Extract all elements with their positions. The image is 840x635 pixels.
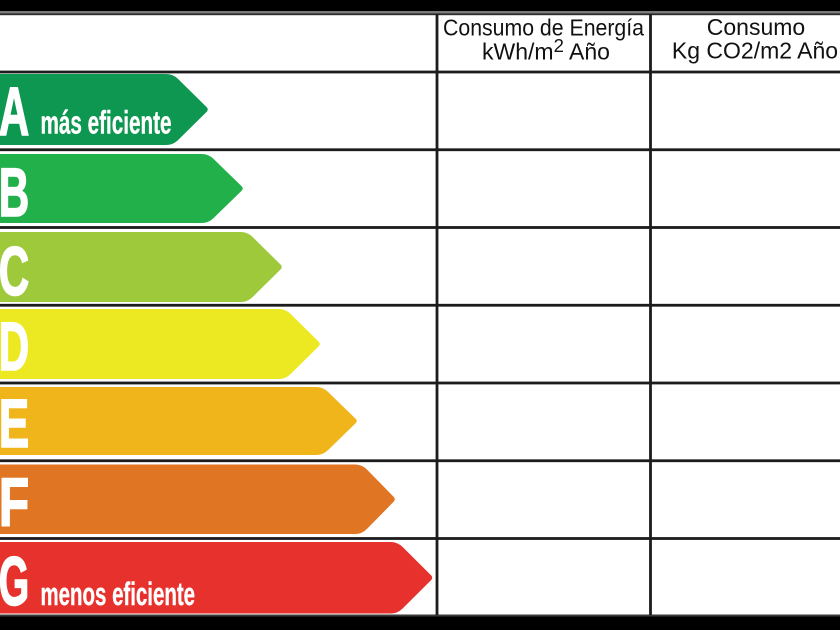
svg-text:F: F bbox=[0, 464, 29, 541]
svg-text:Consumo: Consumo bbox=[707, 14, 805, 40]
svg-text:Consumo de Energía: Consumo de Energía bbox=[443, 14, 644, 40]
svg-text:menos eficiente: menos eficiente bbox=[41, 576, 196, 612]
svg-text:G: G bbox=[0, 543, 29, 620]
svg-text:A: A bbox=[0, 73, 29, 150]
svg-text:C: C bbox=[0, 233, 29, 310]
svg-text:kWh/m2 Año: kWh/m2 Año bbox=[482, 35, 610, 65]
svg-text:B: B bbox=[0, 154, 29, 231]
svg-text:E: E bbox=[0, 385, 29, 462]
svg-text:D: D bbox=[0, 308, 29, 385]
svg-text:más eficiente: más eficiente bbox=[41, 105, 172, 141]
svg-text:Kg CO2/m2 Año: Kg CO2/m2 Año bbox=[672, 38, 838, 64]
